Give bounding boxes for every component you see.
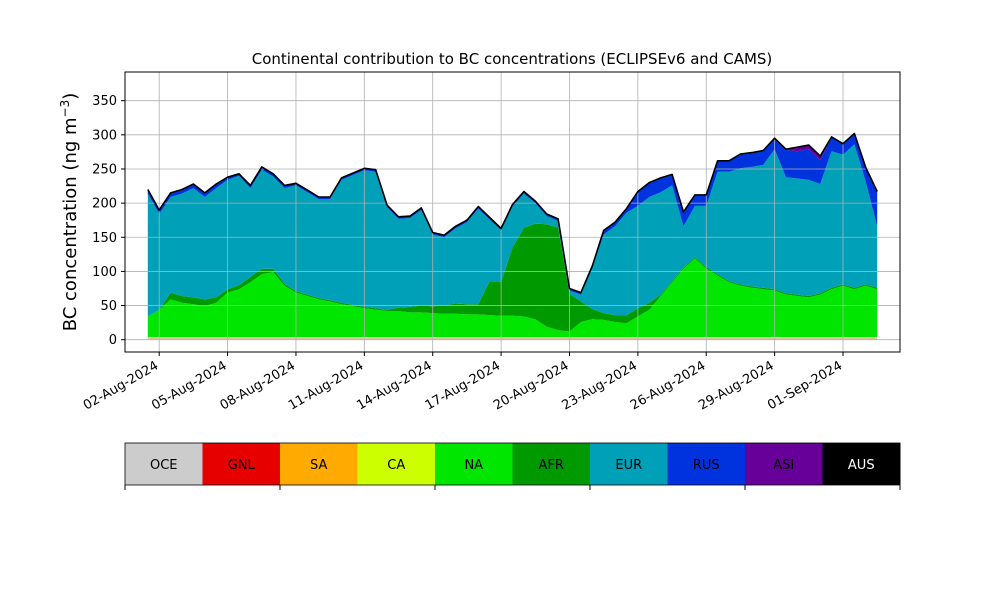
legend-label-afr: AFR	[539, 458, 564, 473]
legend-swatch-afr	[512, 443, 591, 485]
legend-colorbar: OCE GNL SA CA NA AFR EUR RUS ASI AUS	[124, 442, 901, 490]
x-axis: 02-Aug-202405-Aug-202408-Aug-202411-Aug-…	[81, 352, 845, 414]
area-afr	[147, 223, 878, 332]
legend-swatch-eur	[590, 443, 668, 485]
x-tick-label: 14-Aug-2024	[354, 358, 434, 413]
legend-label-sa: SA	[310, 458, 327, 473]
y-tick-label: 300	[92, 128, 117, 143]
legend-swatch-asi	[745, 443, 823, 485]
legend-swatch-aus	[822, 443, 901, 485]
x-tick-label: 17-Aug-2024	[423, 358, 503, 413]
plot-frame	[124, 71, 901, 353]
area-ca	[147, 337, 878, 338]
y-tick-label: 200	[92, 197, 117, 212]
area-na	[147, 258, 878, 337]
y-axis-label: BC concentration (ng m−3)	[58, 93, 81, 332]
legend-label-na: NA	[464, 458, 483, 473]
legend-label-ca: CA	[387, 458, 405, 473]
x-tick-label: 01-Sep-2024	[765, 358, 845, 413]
legend-swatch-ca	[357, 443, 436, 485]
x-tick-label: 08-Aug-2024	[218, 358, 298, 413]
x-tick-label: 23-Aug-2024	[560, 358, 640, 413]
total-line	[147, 132, 878, 294]
x-tick-label: 26-Aug-2024	[628, 358, 708, 413]
y-axis-label-close: )	[60, 93, 81, 100]
y-axis: 0 50 100 150 200 250 300 350	[92, 94, 125, 348]
legend-label-gnl: GNL	[228, 458, 256, 473]
legend-swatch-na	[435, 443, 513, 485]
legend-frame	[124, 442, 901, 486]
y-axis-label-superscript: −3	[58, 100, 72, 118]
chart-title: Continental contribution to BC concentra…	[252, 50, 773, 68]
legend-label-asi: ASI	[773, 458, 794, 473]
x-tick-label: 11-Aug-2024	[286, 358, 366, 413]
legend-label-oce: OCE	[150, 458, 178, 473]
area-sa	[147, 337, 878, 339]
x-tick-label: 20-Aug-2024	[491, 358, 571, 413]
x-tick-label: 29-Aug-2024	[696, 358, 776, 413]
y-tick-label: 0	[109, 333, 117, 348]
area-eur	[147, 144, 878, 317]
y-tick-label: 350	[92, 94, 117, 109]
legend-label-eur: EUR	[615, 458, 642, 473]
y-tick-label: 150	[92, 231, 117, 246]
area-rus	[147, 134, 878, 295]
stacked-areas	[147, 133, 878, 340]
y-tick-label: 50	[100, 299, 117, 314]
legend-swatch-oce	[125, 443, 203, 485]
x-tick-label: 05-Aug-2024	[149, 358, 229, 413]
legend-label-rus: RUS	[693, 458, 720, 473]
y-axis-label-main: BC concentration (ng m	[60, 117, 81, 331]
total-line-group	[147, 132, 878, 294]
legend-swatch-rus	[667, 443, 746, 485]
grid-lines	[125, 72, 900, 352]
y-tick-label: 250	[92, 162, 117, 177]
legend-swatch-sa	[280, 443, 358, 485]
legend-swatch-gnl	[202, 443, 281, 485]
legend-label-aus: AUS	[848, 458, 875, 473]
y-tick-label: 100	[92, 265, 117, 280]
x-tick-label: 02-Aug-2024	[81, 358, 161, 413]
